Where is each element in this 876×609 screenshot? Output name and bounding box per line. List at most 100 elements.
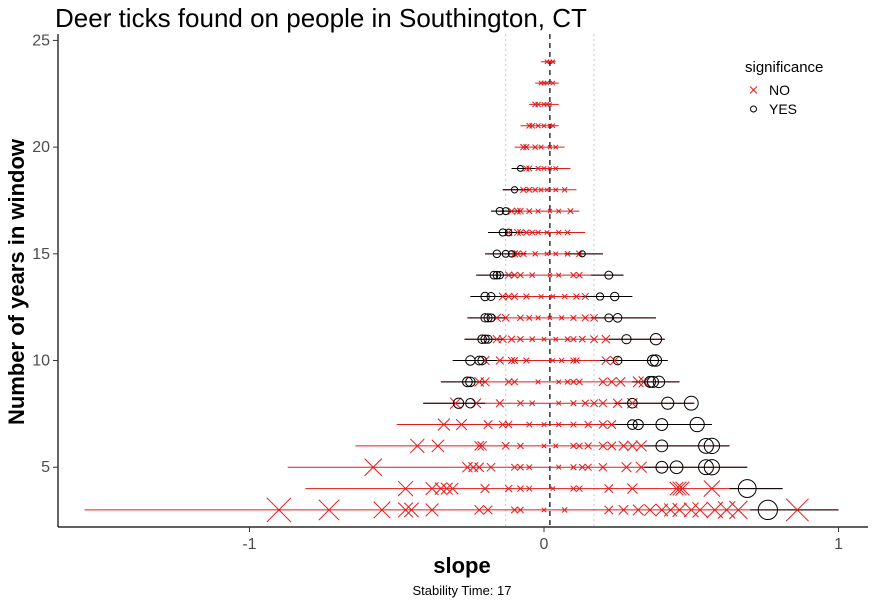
point-no bbox=[564, 336, 571, 343]
point-no bbox=[501, 313, 510, 322]
point-yes bbox=[480, 334, 490, 344]
point-no-stroke bbox=[535, 229, 541, 236]
point-no bbox=[437, 418, 451, 431]
point-no bbox=[675, 481, 690, 496]
point-no-stroke bbox=[541, 421, 547, 428]
y-tick-label: 20 bbox=[32, 139, 50, 156]
point-no-stroke bbox=[520, 186, 527, 194]
point-no-stroke bbox=[526, 464, 533, 471]
data-points bbox=[266, 59, 809, 523]
point-no bbox=[529, 400, 536, 407]
point-no bbox=[544, 187, 550, 193]
point-no bbox=[785, 498, 809, 522]
point-no-stroke bbox=[556, 208, 562, 214]
point-yes bbox=[495, 206, 504, 216]
point-no bbox=[703, 480, 721, 497]
point-no-stroke bbox=[601, 334, 611, 344]
point-no bbox=[556, 400, 562, 406]
point-no bbox=[570, 378, 577, 386]
point-no-stroke bbox=[547, 166, 553, 171]
point-no bbox=[373, 501, 391, 519]
point-no-stroke bbox=[598, 441, 608, 451]
point-no-stroke bbox=[601, 356, 611, 365]
point-no-stroke bbox=[318, 499, 340, 521]
point-no bbox=[410, 438, 425, 454]
point-no-stroke bbox=[643, 503, 657, 517]
point-no-stroke bbox=[510, 378, 519, 386]
point-no bbox=[510, 506, 519, 514]
point-no-stroke bbox=[547, 315, 553, 321]
point-no-stroke bbox=[520, 143, 527, 151]
point-no bbox=[570, 421, 577, 428]
point-no bbox=[573, 293, 580, 300]
point-no bbox=[584, 420, 592, 429]
point-no bbox=[510, 356, 519, 365]
x-axis-label: slope bbox=[433, 553, 490, 578]
point-no-stroke bbox=[449, 397, 462, 410]
point-no-stroke bbox=[553, 187, 559, 193]
point-yes bbox=[612, 355, 623, 366]
point-no-stroke bbox=[513, 250, 522, 258]
point-no bbox=[570, 357, 577, 364]
point-no-stroke bbox=[498, 420, 507, 429]
point-no bbox=[266, 497, 292, 523]
point-no bbox=[578, 335, 586, 343]
point-no bbox=[516, 229, 524, 236]
point-no-stroke bbox=[535, 379, 541, 385]
point-no-stroke bbox=[584, 463, 592, 472]
point-no bbox=[520, 186, 527, 194]
point-no bbox=[516, 463, 524, 471]
point-no-stroke bbox=[483, 505, 493, 515]
point-yes bbox=[632, 419, 644, 431]
point-no-stroke bbox=[581, 314, 589, 322]
point-no bbox=[564, 378, 571, 385]
point-no-stroke bbox=[507, 356, 516, 365]
point-yes bbox=[669, 460, 684, 475]
point-no-stroke bbox=[785, 498, 809, 522]
point-yes bbox=[627, 397, 638, 409]
point-no-stroke bbox=[513, 228, 522, 237]
point-no bbox=[510, 271, 519, 279]
point-no bbox=[504, 420, 513, 429]
point-yes bbox=[609, 291, 620, 302]
point-no bbox=[553, 165, 559, 172]
point-no-stroke bbox=[516, 485, 524, 493]
point-no-stroke bbox=[550, 358, 556, 363]
point-no bbox=[477, 441, 488, 451]
point-no-stroke bbox=[477, 441, 488, 451]
point-no bbox=[526, 165, 533, 172]
point-yes bbox=[510, 186, 519, 194]
point-no-stroke bbox=[541, 336, 547, 342]
point-no-stroke bbox=[480, 483, 490, 494]
point-no bbox=[544, 251, 550, 257]
point-no bbox=[575, 271, 583, 279]
point-yes bbox=[612, 313, 623, 323]
point-no-stroke bbox=[547, 208, 553, 214]
point-no-stroke bbox=[558, 315, 565, 321]
point-no bbox=[541, 507, 547, 513]
point-no-stroke bbox=[526, 421, 533, 428]
point-no-stroke bbox=[575, 271, 583, 279]
point-no bbox=[520, 143, 527, 151]
point-no bbox=[581, 314, 589, 322]
point-no-stroke bbox=[604, 505, 614, 515]
point-yes bbox=[649, 333, 663, 346]
point-no bbox=[434, 482, 448, 496]
point-no bbox=[455, 418, 468, 431]
point-no bbox=[590, 399, 599, 408]
point-no bbox=[526, 208, 533, 215]
point-no bbox=[547, 144, 553, 150]
point-yes bbox=[492, 249, 502, 259]
point-yes bbox=[486, 292, 496, 301]
point-yes bbox=[516, 165, 524, 172]
point-no bbox=[516, 271, 524, 279]
point-yes bbox=[703, 459, 721, 476]
point-no bbox=[604, 505, 614, 515]
point-no bbox=[590, 313, 599, 322]
point-yes bbox=[477, 334, 487, 344]
point-no-stroke bbox=[526, 208, 533, 215]
point-no bbox=[618, 504, 629, 516]
point-yes bbox=[683, 395, 699, 411]
point-no-stroke bbox=[532, 250, 539, 257]
point-yes bbox=[578, 250, 586, 258]
